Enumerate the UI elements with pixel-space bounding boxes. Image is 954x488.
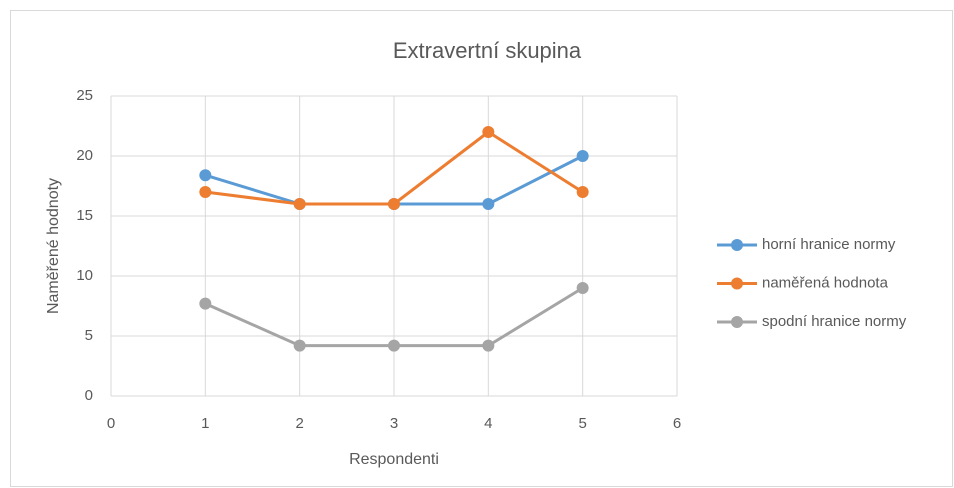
point — [199, 297, 212, 310]
x-tick-label: 5 — [578, 415, 586, 432]
x-tick-label: 2 — [295, 415, 303, 432]
point — [576, 150, 589, 162]
x-tick-label: 0 — [107, 415, 115, 432]
y-tick-label: 20 — [76, 147, 93, 164]
y-tick-label: 15 — [76, 207, 93, 224]
point — [482, 126, 495, 138]
point — [576, 282, 589, 294]
point — [388, 339, 400, 352]
point — [199, 186, 212, 198]
point — [388, 198, 400, 210]
x-axis-label: Respondenti — [349, 451, 439, 468]
legend-marker — [731, 277, 743, 290]
legend-label: horní hranice normy — [762, 236, 896, 253]
legend-marker — [731, 316, 743, 328]
point — [199, 169, 212, 182]
chart-border — [10, 10, 953, 487]
point — [576, 186, 589, 198]
point — [293, 339, 306, 352]
legend-marker — [731, 239, 743, 251]
point — [482, 198, 495, 210]
x-tick-label: 4 — [484, 415, 492, 432]
point — [293, 198, 306, 210]
x-tick-label: 1 — [201, 415, 209, 432]
y-axis-label: Naměřené hodnoty — [45, 178, 62, 314]
legend-label: naměřená hodnota — [762, 274, 889, 291]
x-tick-label: 6 — [673, 415, 681, 432]
y-tick-label: 10 — [76, 267, 93, 284]
point — [482, 339, 495, 352]
y-tick-label: 5 — [85, 327, 93, 344]
y-tick-label: 0 — [85, 387, 93, 404]
chart-title: Extravertní skupina — [393, 38, 582, 63]
y-tick-label: 25 — [76, 87, 93, 104]
x-tick-label: 3 — [390, 415, 398, 432]
legend-label: spodní hranice normy — [762, 313, 907, 330]
